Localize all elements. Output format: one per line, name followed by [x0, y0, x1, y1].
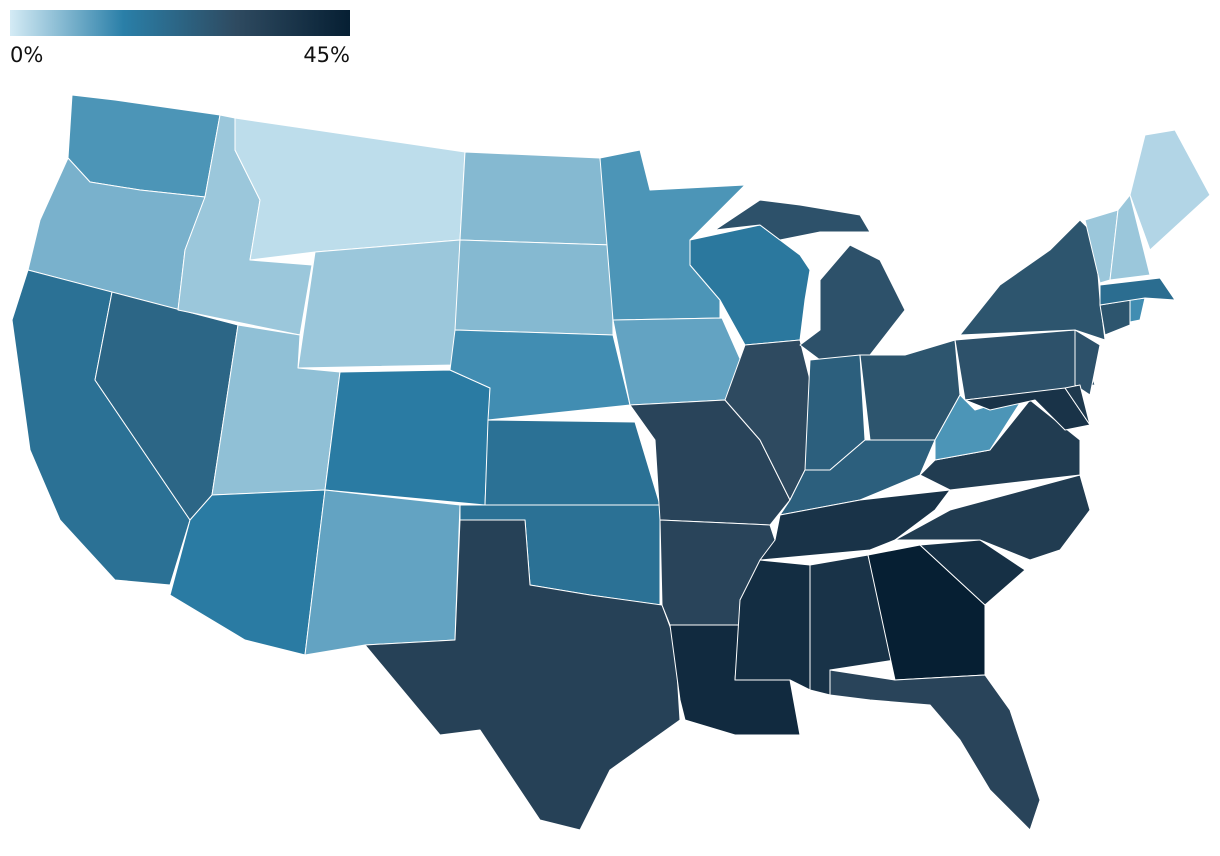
states	[11, 94, 1211, 831]
state	[1129, 129, 1211, 251]
scale-min-label: 0%	[10, 43, 43, 67]
state	[714, 199, 871, 241]
state	[867, 544, 986, 681]
state	[364, 519, 681, 831]
state	[612, 317, 746, 406]
state	[829, 669, 1041, 831]
state	[954, 329, 1096, 401]
state	[1109, 194, 1151, 281]
state	[759, 489, 951, 561]
state	[1099, 277, 1176, 306]
state	[459, 151, 613, 246]
state	[1129, 297, 1146, 323]
state	[234, 117, 466, 261]
state	[1064, 384, 1091, 426]
scale-max-label: 45%	[303, 43, 350, 67]
state	[894, 474, 1091, 561]
state	[454, 239, 614, 336]
state	[959, 219, 1106, 341]
state	[919, 539, 1026, 606]
state	[324, 369, 491, 506]
state	[304, 489, 461, 656]
state	[1099, 299, 1131, 336]
color-bar	[10, 10, 350, 36]
state	[1074, 329, 1101, 396]
state	[799, 244, 906, 361]
state	[484, 419, 661, 506]
state	[297, 239, 461, 369]
